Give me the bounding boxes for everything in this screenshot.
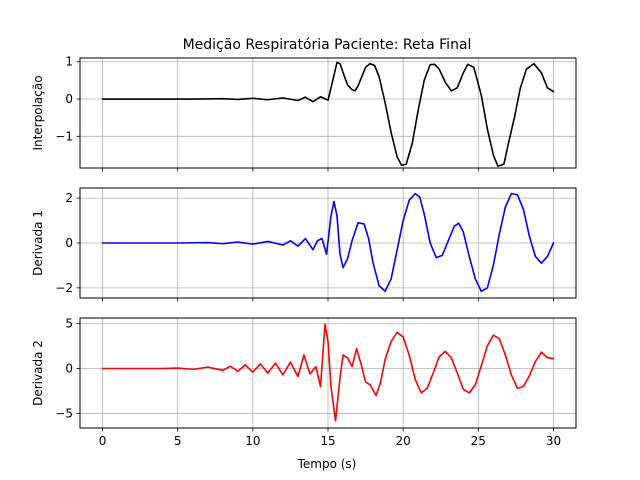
y-tick-label: 5 — [65, 316, 73, 330]
series-line-panel-2 — [101, 192, 555, 293]
x-tick-label: 20 — [396, 434, 411, 448]
y-tick-label: −5 — [55, 407, 73, 421]
series-line-panel-1 — [101, 61, 555, 167]
y-axis-label-panel-2: Derivada 1 — [31, 210, 45, 276]
y-axis-label-panel-3: Derivada 2 — [31, 340, 45, 406]
y-tick-label: 2 — [65, 191, 73, 205]
y-axis-label-panel-1: Interpolação — [31, 75, 45, 150]
y-tick-label: 1 — [65, 55, 73, 69]
y-tick-label: 0 — [65, 236, 73, 250]
x-tick-label: 30 — [546, 434, 561, 448]
chart-title: Medição Respiratória Paciente: Reta Fina… — [183, 37, 472, 53]
y-tick-label: 0 — [65, 361, 73, 375]
x-tick-label: 15 — [320, 434, 335, 448]
subplot-3: 0 5 10 15 20 25 30 −5 0 5 Derivada 2 — [31, 316, 577, 448]
subplot-1: −1 0 1 Interpolação — [31, 55, 577, 172]
series-line-panel-3 — [101, 323, 555, 422]
y-tick-label: −2 — [55, 281, 73, 295]
x-tick-label: 25 — [471, 434, 486, 448]
subplot-2: −2 0 2 Derivada 1 — [31, 187, 577, 302]
x-tick-label: 10 — [245, 434, 260, 448]
y-tick-label: 0 — [65, 92, 73, 106]
x-tick-label: 0 — [99, 434, 107, 448]
x-tick-label: 5 — [174, 434, 182, 448]
subplots: −1 0 1 Interpolação −2 0 2 Derivada 1 0 5 10 15 20 25… — [31, 55, 577, 448]
x-axis-label: Tempo (s) — [297, 457, 357, 471]
y-tick-label: −1 — [55, 129, 73, 143]
